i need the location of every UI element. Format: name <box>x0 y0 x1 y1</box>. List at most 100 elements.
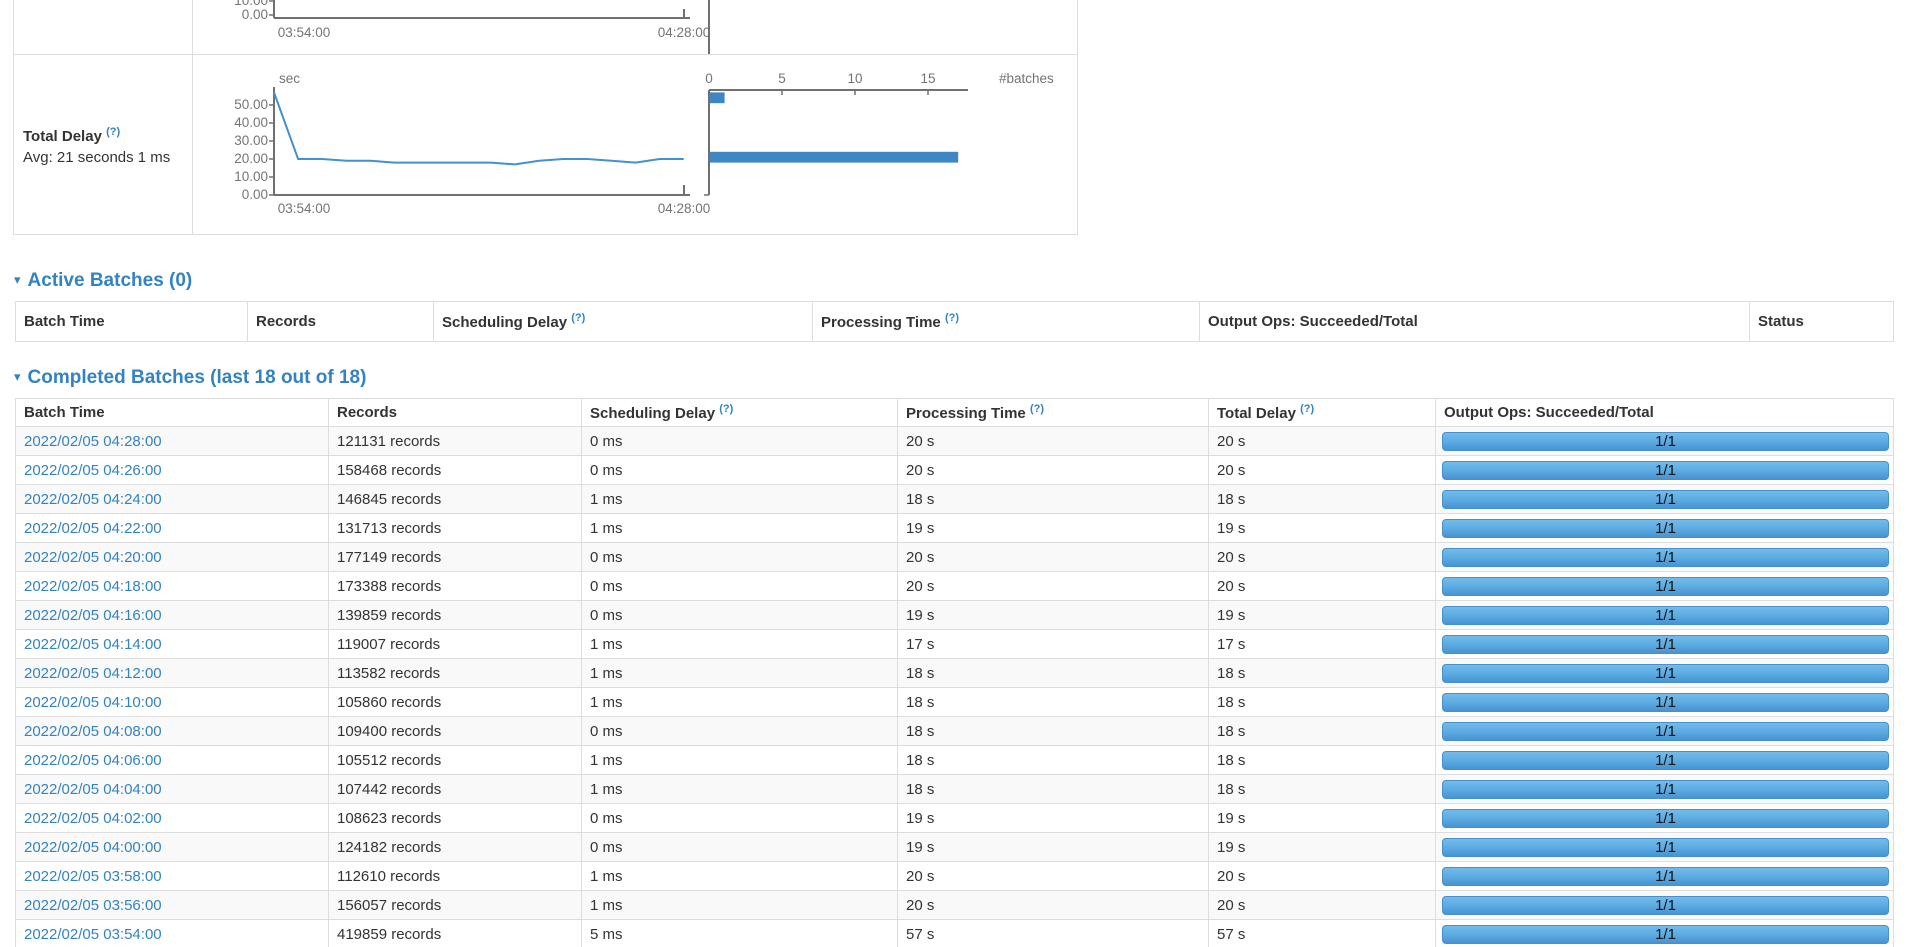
batch-time-link[interactable]: 2022/02/05 04:14:00 <box>24 635 162 653</box>
column-header-output-ops-succeeded-total: Output Ops: Succeeded/Total <box>1435 398 1894 427</box>
svg-text:5: 5 <box>778 71 786 86</box>
output-ops-progress: 1/1 <box>1442 866 1889 886</box>
column-header-processing-time: Processing Time (?) <box>897 398 1209 427</box>
batch-time-link[interactable]: 2022/02/05 04:28:00 <box>24 432 162 450</box>
batch-time-link[interactable]: 2022/02/05 03:58:00 <box>24 867 162 885</box>
batch-time-cell: 2022/02/05 04:12:00 <box>15 658 329 688</box>
total-delay-label: Total Delay (?) <box>23 122 192 147</box>
scheduling-delay-cell: 0 ms <box>581 455 898 485</box>
records-cell: 156057 records <box>328 890 582 920</box>
column-header-scheduling-delay: Scheduling Delay (?) <box>433 301 813 342</box>
batch-time-cell: 2022/02/05 04:14:00 <box>15 629 329 659</box>
batch-time-link[interactable]: 2022/02/05 04:12:00 <box>24 664 162 682</box>
svg-text:50.00: 50.00 <box>234 97 268 112</box>
total-delay-cell: 19 s <box>1208 513 1436 543</box>
processing-time-cell: 20 s <box>897 455 1209 485</box>
previous-metric-label-cell <box>14 0 193 54</box>
total-delay-label-cell: Total Delay (?) Avg: 21 seconds 1 ms <box>14 55 193 234</box>
batch-time-link[interactable]: 2022/02/05 04:26:00 <box>24 461 162 479</box>
help-tooltip-link[interactable]: (?) <box>944 312 959 324</box>
processing-time-cell: 18 s <box>897 745 1209 775</box>
scheduling-delay-cell: 1 ms <box>581 774 898 804</box>
batch-time-link[interactable]: 2022/02/05 04:02:00 <box>24 809 162 827</box>
output-ops-progress: 1/1 <box>1442 779 1889 799</box>
output-ops-cell: 1/1 <box>1435 571 1894 601</box>
output-ops-cell: 1/1 <box>1435 513 1894 543</box>
svg-text:03:54:00: 03:54:00 <box>278 25 331 40</box>
batch-time-link[interactable]: 2022/02/05 04:20:00 <box>24 548 162 566</box>
help-tooltip-link[interactable]: (?) <box>1300 403 1315 415</box>
records-cell: 119007 records <box>328 629 582 659</box>
batch-time-link[interactable]: 2022/02/05 03:56:00 <box>24 896 162 914</box>
processing-time-cell: 57 s <box>897 919 1209 947</box>
previous-metric-chart-cutoff: 10.000.00 03:54:00 04:28:00 <box>234 0 710 54</box>
total-delay-cell: 18 s <box>1208 716 1436 746</box>
total-delay-cell: 20 s <box>1208 571 1436 601</box>
processing-time-cell: 20 s <box>897 542 1209 572</box>
processing-time-cell: 18 s <box>897 658 1209 688</box>
output-ops-cell: 1/1 <box>1435 687 1894 717</box>
records-cell: 173388 records <box>328 571 582 601</box>
active-batches-heading[interactable]: ▾ Active Batches (0) <box>14 270 1913 292</box>
svg-text:#batches: #batches <box>999 71 1054 86</box>
help-tooltip-link[interactable]: (?) <box>571 312 586 324</box>
batch-time-cell: 2022/02/05 03:54:00 <box>15 919 329 947</box>
output-ops-progress-bar: 1/1 <box>1442 692 1889 712</box>
output-ops-progress-bar: 1/1 <box>1442 895 1889 915</box>
total-delay-cell: 20 s <box>1208 426 1436 456</box>
help-tooltip-link[interactable]: (?) <box>719 403 734 415</box>
batch-time-link[interactable]: 2022/02/05 04:16:00 <box>24 606 162 624</box>
batch-time-cell: 2022/02/05 04:28:00 <box>15 426 329 456</box>
tables-section: ▾ Active Batches (0) Batch Time Records S… <box>0 234 1913 947</box>
output-ops-cell: 1/1 <box>1435 600 1894 630</box>
completed-batches-table: Batch Time Records Scheduling Delay (?) P… <box>15 398 1894 947</box>
processing-time-cell: 20 s <box>897 890 1209 920</box>
output-ops-progress: 1/1 <box>1442 895 1889 915</box>
output-ops-progress-bar: 1/1 <box>1442 518 1889 538</box>
output-ops-cell: 1/1 <box>1435 426 1894 456</box>
processing-time-cell: 18 s <box>897 687 1209 717</box>
batch-time-link[interactable]: 2022/02/05 04:00:00 <box>24 838 162 856</box>
batch-row: 2022/02/05 04:12:00 113582 records 1 ms 18 … <box>15 658 1894 688</box>
batch-time-link[interactable]: 2022/02/05 04:06:00 <box>24 751 162 769</box>
scheduling-delay-cell: 0 ms <box>581 571 898 601</box>
batch-time-link[interactable]: 2022/02/05 04:22:00 <box>24 519 162 537</box>
batch-time-link[interactable]: 2022/02/05 03:54:00 <box>24 925 162 943</box>
batch-time-link[interactable]: 2022/02/05 04:08:00 <box>24 722 162 740</box>
previous-metric-row: 10.00 0.00 03:54:00 04:28:00 <box>14 0 1077 55</box>
batch-time-cell: 2022/02/05 04:20:00 <box>15 542 329 572</box>
batch-time-link[interactable]: 2022/02/05 04:10:00 <box>24 693 162 711</box>
output-ops-progress-bar: 1/1 <box>1442 431 1889 451</box>
batch-time-link[interactable]: 2022/02/05 04:04:00 <box>24 780 162 798</box>
output-ops-progress: 1/1 <box>1442 576 1889 596</box>
total-delay-cell: 19 s <box>1208 600 1436 630</box>
output-ops-progress: 1/1 <box>1442 692 1889 712</box>
batch-time-link[interactable]: 2022/02/05 04:18:00 <box>24 577 162 595</box>
output-ops-cell: 1/1 <box>1435 484 1894 514</box>
completed-batches-heading[interactable]: ▾ Completed Batches (last 18 out of 18) <box>14 367 1913 389</box>
processing-time-cell: 20 s <box>897 426 1209 456</box>
scheduling-delay-cell: 1 ms <box>581 658 898 688</box>
total-delay-cell: 19 s <box>1208 803 1436 833</box>
svg-text:10.00: 10.00 <box>234 0 268 8</box>
scheduling-delay-cell: 1 ms <box>581 687 898 717</box>
records-cell: 112610 records <box>328 861 582 891</box>
batch-row: 2022/02/05 04:20:00 177149 records 0 ms 20 … <box>15 542 1894 572</box>
batch-row: 2022/02/05 04:16:00 139859 records 0 ms 19 … <box>15 600 1894 630</box>
help-tooltip-link[interactable]: (?) <box>106 125 121 138</box>
svg-text:10: 10 <box>847 71 862 86</box>
scheduling-delay-cell: 1 ms <box>581 890 898 920</box>
batch-time-cell: 2022/02/05 04:00:00 <box>15 832 329 862</box>
records-cell: 146845 records <box>328 484 582 514</box>
column-header-status: Status <box>1749 301 1894 342</box>
batch-row: 2022/02/05 03:54:00 419859 records 5 ms 57 … <box>15 919 1894 947</box>
records-cell: 107442 records <box>328 774 582 804</box>
batch-row: 2022/02/05 04:00:00 124182 records 0 ms 19 … <box>15 832 1894 862</box>
batch-time-link[interactable]: 2022/02/05 04:24:00 <box>24 490 162 508</box>
batch-time-cell: 2022/02/05 04:16:00 <box>15 600 329 630</box>
total-delay-cell: 20 s <box>1208 890 1436 920</box>
help-tooltip-link[interactable]: (?) <box>1029 403 1044 415</box>
collapse-arrow-icon: ▾ <box>14 369 21 384</box>
column-header-scheduling-delay: Scheduling Delay (?) <box>581 398 898 427</box>
svg-text:sec: sec <box>279 71 300 86</box>
